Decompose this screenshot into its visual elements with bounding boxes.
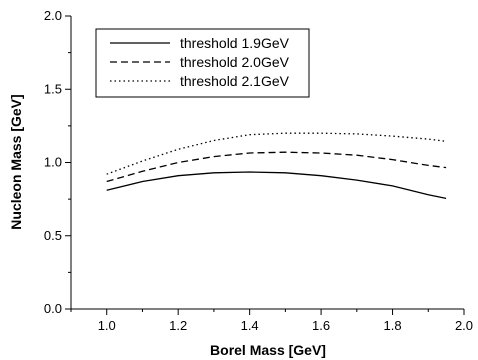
y-tick-label: 1.5 <box>44 81 62 96</box>
x-tick-label: 1.2 <box>169 318 187 333</box>
series-line-3 <box>106 132 447 175</box>
y-tick-label: 0.5 <box>44 228 62 243</box>
x-tick-label: 1.6 <box>312 318 330 333</box>
x-tick-label: 1.4 <box>241 318 259 333</box>
y-tick-label: 1.0 <box>44 155 62 170</box>
series-line-2 <box>106 151 447 183</box>
series-line-1 <box>106 171 447 200</box>
y-tick-label: 2.0 <box>44 8 62 23</box>
legend-label-1: threshold 1.9GeV <box>180 35 290 51</box>
x-tick-label: 2.0 <box>455 318 473 333</box>
y-axis-title: Nucleon Mass [GeV] <box>8 94 24 229</box>
x-tick-label: 1.0 <box>98 318 116 333</box>
y-tick-label: 0.0 <box>44 301 62 316</box>
series-lines <box>106 132 447 200</box>
legend: threshold 1.9GeV threshold 2.0GeV threshol… <box>95 28 310 98</box>
x-axis-title: Borel Mass [GeV] <box>210 342 326 358</box>
axis-ticks: 0.0 0.5 1.0 1.5 2.0 1.0 1.2 1.4 1.6 1.8 2.0 <box>44 8 473 333</box>
legend-label-2: threshold 2.0GeV <box>180 54 290 70</box>
legend-box <box>95 28 310 98</box>
x-tick-label: 1.8 <box>384 318 402 333</box>
legend-label-3: threshold 2.1GeV <box>180 73 290 89</box>
